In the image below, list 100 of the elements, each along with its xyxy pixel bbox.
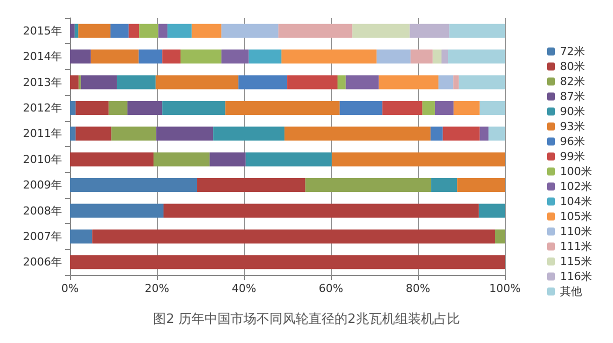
bar [92, 229, 495, 244]
bar [158, 24, 168, 38]
text: 图2 历年中国市场不同风轮直径的2兆瓦机组装机占比 [153, 312, 460, 327]
y-tick-label: 2008年 [23, 204, 62, 218]
bar [70, 229, 92, 244]
legend-label: 105米 [560, 210, 592, 223]
legend-label: 82米 [560, 75, 586, 88]
bar [162, 50, 180, 64]
legend-label: 104米 [560, 195, 592, 208]
bar [488, 126, 505, 141]
bar [376, 50, 411, 64]
bar [457, 178, 505, 192]
bar [225, 100, 340, 115]
bar [197, 178, 306, 192]
bar [448, 50, 505, 64]
bar [128, 24, 140, 38]
bar [284, 126, 431, 141]
bar [431, 178, 458, 192]
bar [70, 24, 75, 38]
bar [90, 50, 139, 64]
legend-label: 115米 [560, 255, 592, 268]
x-tick-label: 80% [406, 282, 430, 295]
x-tick-label: 40% [232, 282, 256, 295]
bar [221, 24, 278, 38]
bar [410, 50, 433, 64]
bar [127, 100, 162, 115]
bar [410, 24, 450, 38]
bar [441, 50, 448, 64]
bar [221, 50, 249, 64]
bar [70, 75, 79, 90]
legend-label: 96米 [560, 135, 586, 148]
y-tick-label: 2015年 [23, 24, 62, 38]
bar [378, 75, 438, 90]
bar [422, 100, 435, 115]
legend-label: 72米 [560, 45, 586, 58]
bar [346, 75, 379, 90]
legend-label: 80米 [560, 60, 586, 73]
bar [70, 152, 154, 166]
y-tick-label: 2011年 [23, 127, 62, 140]
bar [210, 152, 246, 166]
bar [139, 24, 158, 38]
bar [432, 50, 442, 64]
bar [108, 100, 128, 115]
bar [110, 24, 129, 38]
legend-label: 其他 [560, 285, 582, 298]
bar [434, 100, 454, 115]
legend-label: 111米 [560, 240, 592, 253]
legend-label: 102米 [560, 180, 592, 193]
y-tick-label: 2007年 [23, 230, 62, 243]
bar [480, 126, 488, 141]
bar [305, 178, 432, 192]
bar [154, 152, 210, 166]
bar [332, 152, 505, 166]
legend-label: 110米 [560, 225, 592, 238]
bar [116, 75, 156, 90]
bar [278, 24, 352, 38]
bar [494, 229, 505, 244]
y-tick-label: 2014年 [23, 50, 62, 64]
bar [180, 50, 222, 64]
bar [238, 75, 288, 90]
y-tick-label: 2012年 [23, 101, 62, 114]
bar [453, 75, 459, 90]
bar [111, 126, 156, 141]
bar [138, 50, 162, 64]
legend-label: 100米 [560, 165, 592, 178]
bar [458, 75, 505, 90]
bar [340, 100, 382, 115]
bar [70, 126, 76, 141]
bar [478, 204, 505, 218]
bar [70, 50, 91, 64]
y-tick-label: 2013年 [23, 76, 62, 89]
legend-label: 99米 [560, 150, 586, 163]
bar [248, 50, 282, 64]
legend-label: 87米 [560, 90, 586, 103]
x-tick-label: 100% [489, 282, 521, 295]
bar [164, 204, 479, 218]
y-tick-label: 2010年 [23, 152, 62, 166]
bar [76, 126, 112, 141]
bar [382, 100, 422, 115]
legend-label: 116米 [560, 270, 592, 283]
bar [246, 152, 332, 166]
x-tick-label: 60% [318, 282, 344, 295]
bar [338, 75, 346, 90]
y-tick-label: 2006年 [23, 256, 62, 269]
y-tick-label: 2009年 [23, 178, 62, 192]
bar [70, 178, 198, 192]
bar [430, 126, 443, 141]
bar [70, 204, 164, 218]
bar [287, 75, 338, 90]
bar [442, 126, 480, 141]
bar [70, 255, 505, 270]
bar [192, 24, 222, 38]
bar [438, 75, 454, 90]
legend-label: 90米 [560, 105, 586, 118]
bar [156, 75, 238, 90]
bar [281, 50, 377, 64]
bar [167, 24, 192, 38]
x-tick-label: 20% [144, 282, 170, 295]
bar [76, 100, 109, 115]
bar [454, 100, 480, 115]
